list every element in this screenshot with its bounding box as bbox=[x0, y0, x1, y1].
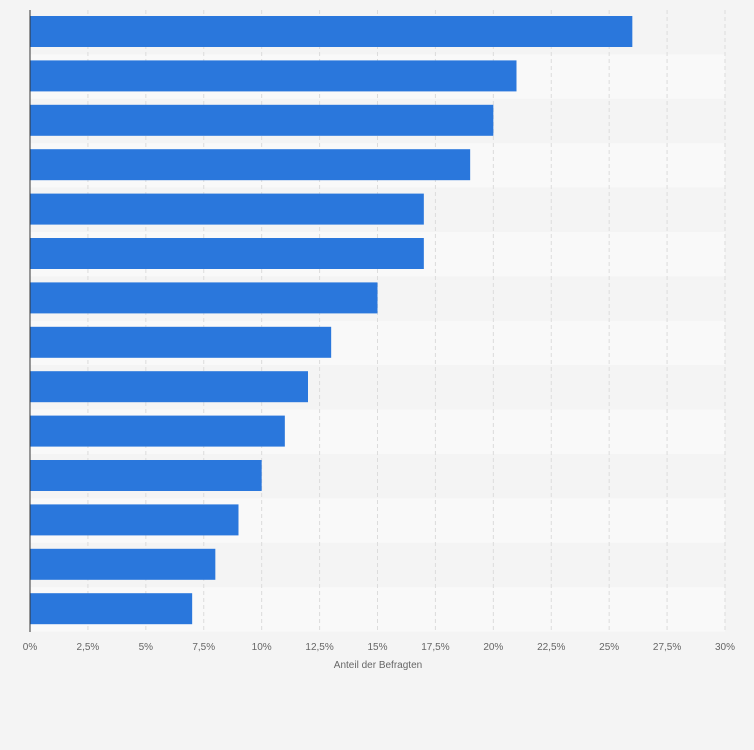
bar[interactable] bbox=[30, 282, 378, 314]
x-tick-label: 25% bbox=[599, 642, 619, 653]
x-tick-label: 27,5% bbox=[653, 642, 681, 653]
x-tick-label: 20% bbox=[483, 642, 503, 653]
bar[interactable] bbox=[30, 326, 332, 358]
x-tick-label: 12,5% bbox=[305, 642, 333, 653]
bar[interactable] bbox=[30, 149, 471, 181]
bar[interactable] bbox=[30, 415, 285, 447]
x-tick-label: 7,5% bbox=[192, 642, 215, 653]
bar[interactable] bbox=[30, 548, 216, 580]
x-tick-label: 5% bbox=[139, 642, 154, 653]
bar[interactable] bbox=[30, 193, 424, 225]
bars bbox=[30, 16, 633, 625]
bar[interactable] bbox=[30, 593, 193, 625]
x-tick-label: 2,5% bbox=[77, 642, 100, 653]
x-tick-label: 15% bbox=[367, 642, 387, 653]
bar[interactable] bbox=[30, 104, 494, 136]
bar[interactable] bbox=[30, 16, 633, 47]
bar[interactable] bbox=[30, 60, 517, 92]
bar[interactable] bbox=[30, 238, 424, 269]
x-tick-label: 0% bbox=[23, 642, 38, 653]
bar[interactable] bbox=[30, 371, 308, 403]
x-tick-label: 22,5% bbox=[537, 642, 565, 653]
x-axis-title: Anteil der Befragten bbox=[334, 660, 422, 671]
bar[interactable] bbox=[30, 460, 262, 491]
x-tick-label: 30% bbox=[715, 642, 735, 653]
x-tick-labels: 0% 2,5% 5% 7,5% 10% 12,5% 15% 17,5% 20% 22,5% 25% 2… bbox=[23, 642, 735, 653]
x-tick-label: 17,5% bbox=[421, 642, 449, 653]
bar[interactable] bbox=[30, 504, 239, 536]
x-tick-label: 10% bbox=[252, 642, 272, 653]
